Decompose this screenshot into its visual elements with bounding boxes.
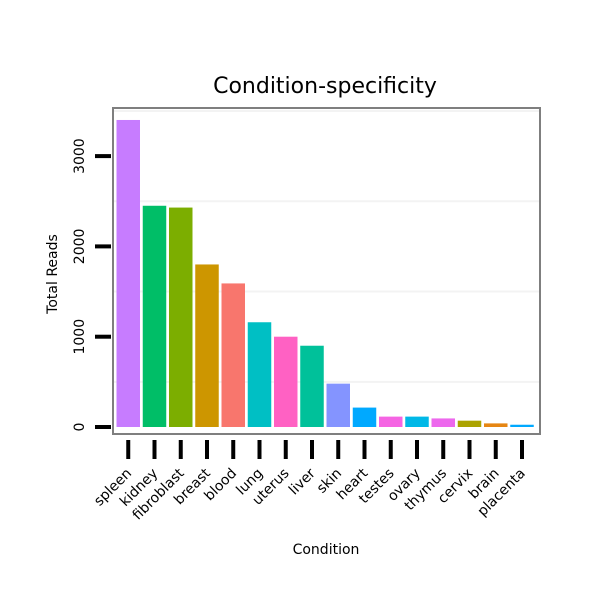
bar-heart [352, 407, 377, 427]
bar-ovary [405, 416, 429, 427]
bar-liver [300, 345, 324, 427]
bar-brain [484, 423, 508, 427]
y-tick-label: 0 [72, 423, 88, 432]
bar-thymus [431, 418, 455, 427]
y-tick-label: 2000 [72, 229, 88, 265]
y-tick-label: 3000 [72, 138, 88, 174]
y-axis-label: Total Reads [45, 234, 61, 315]
bar-lung [247, 322, 272, 427]
bar-fibroblast [169, 207, 193, 427]
chart-title: Condition-specificity [213, 74, 437, 99]
bar-uterus [274, 336, 298, 427]
bar-placenta [510, 424, 534, 427]
bars [116, 119, 534, 427]
x-axis-label: Condition [293, 542, 360, 558]
bar-cervix [457, 420, 482, 427]
bar-testes [379, 416, 403, 427]
bar-breast [195, 264, 219, 427]
y-tick-label: 1000 [72, 319, 88, 355]
plot-frame [112, 107, 541, 435]
bar-skin [326, 383, 350, 427]
bar-spleen [116, 119, 140, 427]
bar-kidney [142, 205, 167, 427]
bar-blood [221, 283, 245, 427]
y-axis: 0 1000 2000 3000 [72, 138, 111, 431]
